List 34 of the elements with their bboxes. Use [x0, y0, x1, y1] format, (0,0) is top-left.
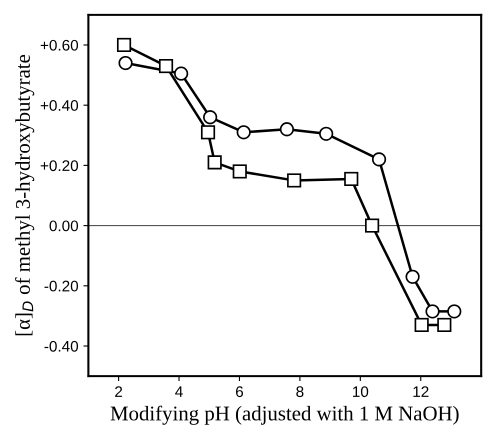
- point: [116, 38, 132, 52]
- point: [174, 66, 188, 81]
- point: [287, 173, 302, 188]
- x-tick-label: 10: [352, 386, 368, 398]
- point: [319, 126, 334, 141]
- x-tick-label: 6: [236, 386, 244, 398]
- y-tick-label: 0.00: [50, 220, 78, 232]
- point: [280, 122, 294, 136]
- point: [232, 164, 247, 178]
- x-tick-label: 8: [296, 386, 304, 398]
- point: [372, 152, 386, 166]
- point: [236, 125, 251, 140]
- point: [203, 110, 218, 124]
- x-tick-label: 2: [115, 386, 122, 397]
- point: [365, 218, 380, 233]
- point: [406, 270, 420, 284]
- y-axis-title: [α]$_{D}$ of methyl 3-hydroxybutyrate: [15, 54, 34, 336]
- point: [425, 304, 440, 318]
- point: [344, 172, 358, 186]
- point: [447, 304, 462, 318]
- point: [208, 155, 222, 170]
- point: [200, 125, 216, 140]
- point: [437, 318, 452, 332]
- y-tick-label: -0.40: [44, 340, 78, 352]
- y-tick-label: +0.20: [40, 160, 78, 172]
- x-tick-label: 4: [175, 386, 183, 397]
- y-tick-label: +0.60: [40, 40, 78, 51]
- y-tick-label: +0.40: [40, 100, 78, 111]
- x-tick-label: 12: [413, 386, 428, 397]
- point: [118, 56, 133, 70]
- point: [158, 58, 174, 74]
- x-axis-title: Modifying pH (adjusted with 1 M NaOH): [110, 406, 459, 425]
- y-tick-label: -0.20: [44, 280, 78, 292]
- point: [414, 318, 429, 332]
